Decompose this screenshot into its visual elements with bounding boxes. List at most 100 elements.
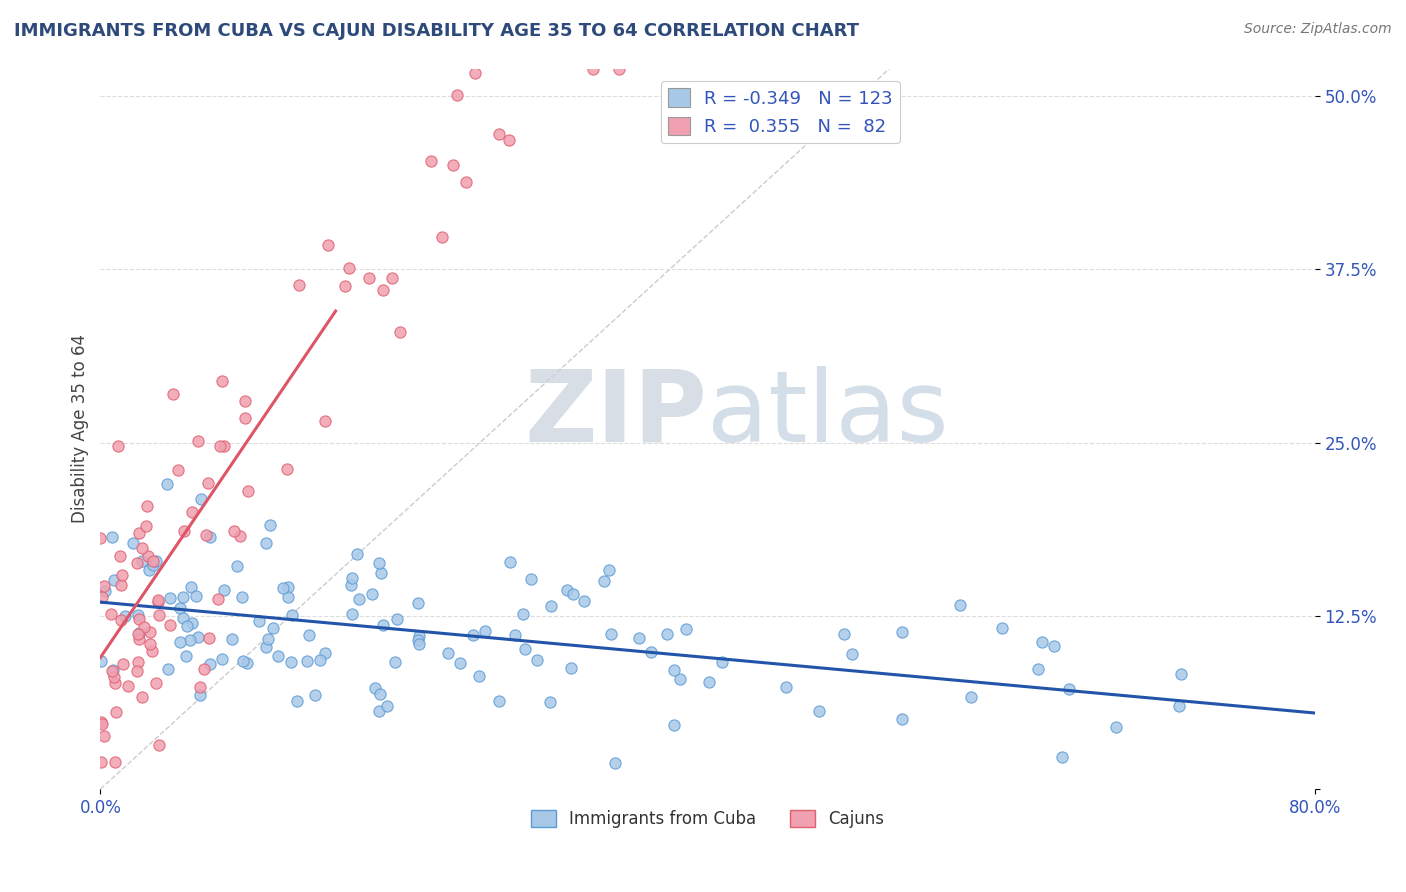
Point: [468, 669, 491, 683]
Point: [198, 657, 221, 671]
Text: ZIP: ZIP: [524, 366, 707, 463]
Point: [141, 644, 163, 658]
Point: [349, 591, 371, 606]
Point: [277, 590, 299, 604]
Point: [512, 607, 534, 621]
Point: [640, 645, 662, 659]
Point: [212, 439, 235, 453]
Point: [128, 626, 150, 640]
Point: [247, 614, 270, 628]
Point: [172, 611, 194, 625]
Point: [1043, 640, 1066, 654]
Point: [197, 631, 219, 645]
Point: [145, 554, 167, 568]
Point: [280, 655, 302, 669]
Point: [114, 608, 136, 623]
Point: [526, 653, 548, 667]
Point: [93, 729, 115, 743]
Point: [180, 616, 202, 631]
Point: [1026, 662, 1049, 676]
Point: [134, 620, 156, 634]
Point: [841, 647, 863, 661]
Point: [142, 554, 165, 568]
Point: [359, 271, 381, 285]
Point: [89, 531, 111, 545]
Text: IMMIGRANTS FROM CUBA VS CAJUN DISABILITY AGE 35 TO 64 CORRELATION CHART: IMMIGRANTS FROM CUBA VS CAJUN DISABILITY…: [14, 22, 859, 40]
Point: [156, 477, 179, 491]
Point: [316, 238, 339, 252]
Point: [146, 592, 169, 607]
Point: [408, 629, 430, 643]
Point: [949, 598, 972, 612]
Point: [375, 698, 398, 713]
Point: [669, 672, 692, 686]
Point: [207, 591, 229, 606]
Point: [224, 524, 246, 538]
Point: [364, 681, 387, 696]
Point: [367, 556, 389, 570]
Point: [128, 525, 150, 540]
Point: [162, 386, 184, 401]
Point: [232, 654, 254, 668]
Point: [198, 530, 221, 544]
Point: [180, 580, 202, 594]
Point: [388, 325, 411, 339]
Point: [1059, 681, 1081, 696]
Point: [121, 535, 143, 549]
Point: [408, 637, 430, 651]
Point: [148, 738, 170, 752]
Point: [174, 649, 197, 664]
Point: [463, 628, 485, 642]
Point: [101, 665, 124, 679]
Point: [387, 611, 409, 625]
Point: [104, 705, 127, 719]
Point: [503, 628, 526, 642]
Point: [131, 541, 153, 555]
Point: [560, 661, 582, 675]
Point: [572, 594, 595, 608]
Text: Source: ZipAtlas.com: Source: ZipAtlas.com: [1244, 22, 1392, 37]
Point: [1170, 666, 1192, 681]
Point: [314, 646, 336, 660]
Point: [775, 681, 797, 695]
Point: [555, 582, 578, 597]
Point: [697, 674, 720, 689]
Point: [181, 505, 204, 519]
Point: [142, 558, 165, 572]
Point: [593, 574, 616, 588]
Point: [420, 154, 443, 169]
Point: [335, 279, 357, 293]
Text: atlas: atlas: [707, 366, 949, 463]
Point: [172, 591, 194, 605]
Point: [90, 755, 112, 769]
Point: [437, 646, 460, 660]
Point: [1052, 749, 1074, 764]
Point: [891, 712, 914, 726]
Point: [281, 608, 304, 623]
Point: [233, 411, 256, 425]
Point: [212, 582, 235, 597]
Point: [136, 549, 159, 564]
Point: [276, 462, 298, 476]
Point: [582, 62, 605, 76]
Point: [662, 663, 685, 677]
Point: [368, 704, 391, 718]
Point: [454, 175, 477, 189]
Point: [127, 627, 149, 641]
Point: [655, 626, 678, 640]
Point: [148, 608, 170, 623]
Point: [184, 590, 207, 604]
Point: [157, 662, 180, 676]
Point: [314, 414, 336, 428]
Point: [104, 675, 127, 690]
Point: [607, 62, 630, 76]
Point: [406, 633, 429, 648]
Point: [90, 714, 112, 729]
Point: [136, 499, 159, 513]
Point: [675, 622, 697, 636]
Point: [262, 621, 284, 635]
Point: [295, 654, 318, 668]
Point: [540, 599, 562, 614]
Point: [229, 529, 252, 543]
Point: [891, 625, 914, 640]
